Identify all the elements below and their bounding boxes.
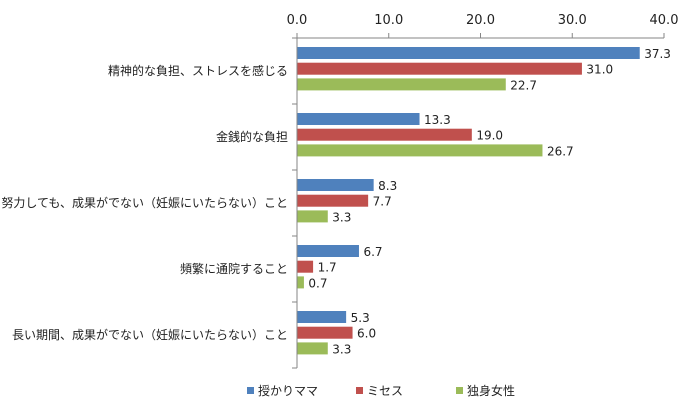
legend-label: 授かりママ [258,383,318,398]
data-label: 19.0 [476,129,503,143]
x-tick-label: 0.0 [287,13,308,28]
data-label: 6.0 [357,327,376,341]
data-label: 8.3 [378,179,397,193]
legend-swatch [356,387,363,394]
legend-swatch [247,387,254,394]
bar [297,342,328,355]
data-label: 1.7 [318,261,337,275]
category-labels: 精神的な負担、ストレスを感じる金銭的な負担努力しても、成果がでない（妊娠にいたら… [1,63,288,342]
x-axis: 0.0 10.0 20.0 30.0 40.0 [287,13,679,39]
data-label: 3.3 [332,342,351,356]
data-label: 3.3 [332,210,351,224]
category-label: 長い期間、成果がでない（妊娠にいたらない）こと [12,327,288,342]
bars [297,47,640,355]
legend-label: ミセス [367,384,403,398]
x-tick-label: 40.0 [650,13,679,28]
data-labels: 37.3 31.0 22.7 13.3 19.0 26.7 8.3 7.7 3.3 6.7 1.70… [308,47,671,356]
data-label: 37.3 [644,47,671,61]
bar [297,113,420,125]
y-axis [292,37,298,369]
data-label: 22.7 [510,78,537,92]
category-label: 努力しても、成果がでない（妊娠にいたらない）こと [1,195,288,210]
legend: 授かりママ ミセス 独身女性 [247,383,515,398]
data-label: 7.7 [373,195,392,209]
bar [297,179,374,191]
bar [297,276,304,289]
category-label: 金銭的な負担 [216,129,288,144]
x-tick-label: 30.0 [558,13,587,28]
bar [297,311,347,323]
bar [297,78,506,91]
category-label: 精神的な負担、ストレスを感じる [108,63,288,78]
x-tick-label: 20.0 [466,13,495,28]
bar [297,326,353,339]
bar [297,62,582,75]
data-label: 31.0 [586,63,613,77]
data-label: 0.7 [308,276,327,290]
data-label: 5.3 [351,311,370,325]
bar [297,144,543,157]
data-label: 6.7 [363,245,382,259]
bar [297,210,328,223]
legend-swatch [456,387,463,394]
bar [297,47,640,59]
data-label: 13.3 [424,113,451,127]
bar [297,194,369,207]
bar [297,245,359,257]
bar [297,260,314,273]
bar [297,128,472,141]
legend-label: 独身女性 [467,383,515,398]
data-label: 26.7 [547,144,574,158]
x-tick-label: 10.0 [374,13,403,28]
category-label: 頻繁に通院すること [180,261,288,276]
